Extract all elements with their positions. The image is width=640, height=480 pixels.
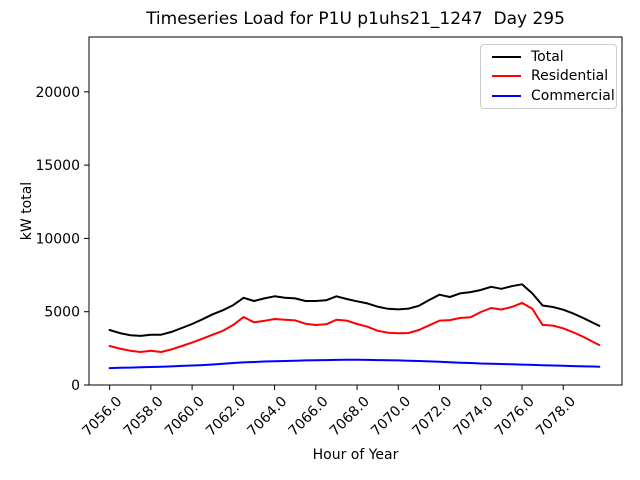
commercial-line-swatch	[492, 95, 521, 98]
x-tick-label: 7068.0	[327, 394, 373, 440]
y-tick-label: 10000	[35, 231, 80, 247]
residential-line-swatch	[492, 75, 521, 78]
legend-entry-commercial: Commercial	[481, 89, 616, 103]
y-tick-label: 20000	[35, 85, 80, 101]
x-tick-label: 7066.0	[286, 394, 332, 440]
x-tick-label: 7058.0	[121, 394, 167, 440]
total-line-swatch	[492, 55, 521, 58]
x-tick-label: 7072.0	[409, 394, 455, 440]
x-tick-label: 7078.0	[533, 394, 579, 440]
axes-spines	[88, 36, 623, 386]
chart-title: Timeseries Load for P1U p1uhs21_1247 Day…	[146, 9, 565, 29]
legend-entry-total: Total	[481, 50, 616, 64]
legend-entry-residential: Residential	[481, 69, 616, 83]
y-axis-label: kW total	[19, 181, 35, 241]
legend-label-commercial: Commercial	[531, 88, 615, 105]
x-tick-label: 7070.0	[368, 394, 414, 440]
legend-box: Total Residential Commercial	[480, 44, 617, 109]
x-tick-label: 7062.0	[203, 394, 249, 440]
series-line-residential	[108, 301, 601, 353]
legend-label-residential: Residential	[531, 68, 609, 85]
x-tick-label: 7076.0	[492, 394, 538, 440]
x-tick-label: 7056.0	[79, 394, 125, 440]
x-tick-label: 7060.0	[162, 394, 208, 440]
x-axis-label: Hour of Year	[312, 447, 399, 463]
x-tick-label: 7064.0	[244, 394, 290, 440]
legend-label-total: Total	[531, 48, 564, 65]
y-tick-label: 5000	[44, 305, 80, 321]
y-tick-label: 15000	[35, 158, 80, 174]
y-tick-label: 0	[71, 378, 80, 394]
series-line-commercial	[108, 358, 601, 370]
x-tick-label: 7074.0	[451, 394, 497, 440]
series-line-total	[108, 283, 601, 337]
